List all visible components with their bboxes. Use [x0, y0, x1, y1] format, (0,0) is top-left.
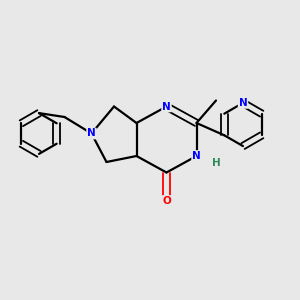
Text: N: N [87, 128, 96, 139]
Text: N: N [162, 101, 171, 112]
Text: N: N [238, 98, 247, 108]
Text: N: N [192, 151, 201, 161]
Text: H: H [212, 158, 220, 169]
Text: O: O [162, 196, 171, 206]
